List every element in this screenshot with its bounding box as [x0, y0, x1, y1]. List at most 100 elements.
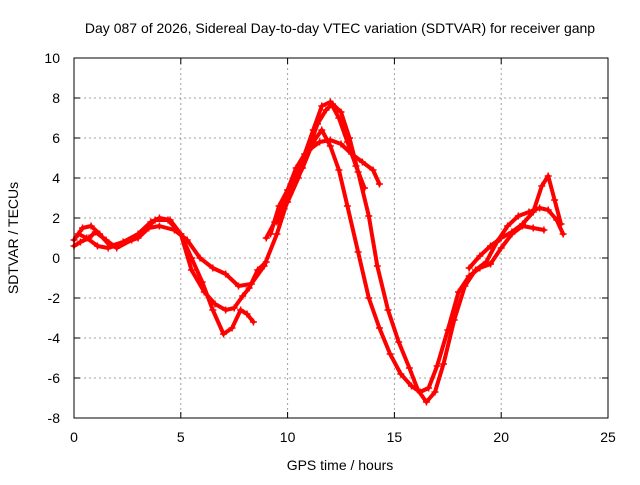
data-point — [93, 242, 101, 250]
data-point — [220, 330, 228, 338]
satellite-arc-2 — [70, 216, 270, 314]
data-point — [267, 230, 275, 238]
x-tick-label: 5 — [177, 429, 185, 445]
data-point — [301, 150, 309, 158]
y-tick-label: -6 — [48, 370, 61, 386]
data-point — [395, 338, 403, 346]
data-point — [407, 382, 415, 390]
data-point — [384, 306, 392, 314]
data-point — [237, 306, 245, 314]
series-line — [467, 174, 563, 270]
data-point — [209, 306, 217, 314]
data-point — [544, 172, 552, 180]
data-point — [222, 306, 230, 314]
data-point — [335, 166, 343, 174]
data-point — [536, 204, 544, 212]
data-point — [239, 292, 247, 300]
grid — [74, 58, 608, 418]
data-point — [431, 388, 439, 396]
data-point — [375, 180, 383, 188]
series-layer — [70, 98, 567, 406]
data-point — [397, 370, 405, 378]
data-point — [373, 262, 381, 270]
data-point — [83, 234, 91, 242]
y-tick-label: 6 — [52, 130, 60, 146]
data-point — [544, 206, 552, 214]
data-point — [476, 252, 484, 260]
data-point — [164, 216, 172, 224]
data-point — [454, 288, 462, 296]
data-point — [318, 126, 326, 134]
data-point — [76, 238, 84, 246]
data-point — [465, 264, 473, 272]
data-point — [440, 360, 448, 368]
data-point — [529, 224, 537, 232]
data-point — [322, 106, 330, 114]
data-point — [519, 220, 527, 228]
data-point — [260, 262, 268, 270]
data-point — [472, 266, 480, 274]
data-point — [358, 158, 366, 166]
data-point — [211, 300, 219, 308]
data-point — [538, 182, 546, 190]
data-point — [450, 316, 458, 324]
data-point — [262, 234, 270, 242]
series-line — [268, 100, 367, 236]
data-point — [183, 236, 191, 244]
data-point — [134, 234, 142, 242]
satellite-arc-6 — [267, 98, 368, 238]
x-tick-label: 15 — [387, 429, 403, 445]
data-point — [200, 288, 208, 296]
data-point — [343, 138, 351, 146]
x-axis-label: GPS time / hours — [287, 457, 394, 473]
data-point — [487, 260, 495, 268]
data-point — [247, 280, 255, 288]
y-tick-label: -8 — [48, 410, 61, 426]
data-point — [337, 140, 345, 148]
data-point — [405, 364, 413, 372]
data-point — [318, 102, 326, 110]
data-point — [422, 398, 430, 406]
data-point — [151, 216, 159, 224]
data-point — [433, 362, 441, 370]
x-tick-label: 25 — [600, 429, 616, 445]
data-point — [230, 304, 238, 312]
y-tick-label: 8 — [52, 90, 60, 106]
tick-labels: 0 5 10 15 20 25 -8 -6 -4 -2 0 2 4 6 8 10 — [44, 50, 616, 445]
data-point — [170, 226, 178, 234]
data-point — [196, 254, 204, 262]
data-point — [326, 142, 334, 150]
chart-title: Day 087 of 2026, Sidereal Day-to-day VTE… — [85, 20, 595, 36]
data-point — [335, 114, 343, 122]
y-tick-label: 4 — [52, 170, 60, 186]
data-point — [482, 258, 490, 266]
data-point — [461, 282, 469, 290]
data-point — [352, 162, 360, 170]
data-point — [273, 230, 281, 238]
data-point — [497, 244, 505, 252]
data-point — [228, 324, 236, 332]
data-point — [365, 294, 373, 302]
data-point — [497, 234, 505, 242]
data-point — [504, 222, 512, 230]
data-point — [386, 350, 394, 358]
data-point — [222, 270, 230, 278]
data-point — [292, 164, 300, 172]
satellite-arc-4 — [273, 100, 567, 406]
ticks — [73, 57, 609, 419]
data-point — [74, 230, 82, 238]
data-point — [316, 138, 324, 146]
data-point — [145, 224, 153, 232]
data-point — [557, 220, 565, 228]
x-tick-label: 10 — [280, 429, 296, 445]
data-point — [79, 224, 87, 232]
plot-frame — [73, 57, 609, 419]
series-line — [274, 102, 566, 404]
data-point — [365, 212, 373, 220]
satellite-arc-5 — [262, 136, 383, 242]
y-tick-label: -2 — [48, 290, 61, 306]
x-tick-label: 0 — [70, 429, 78, 445]
data-point — [275, 202, 283, 210]
data-point — [508, 228, 516, 236]
data-point — [249, 318, 257, 326]
